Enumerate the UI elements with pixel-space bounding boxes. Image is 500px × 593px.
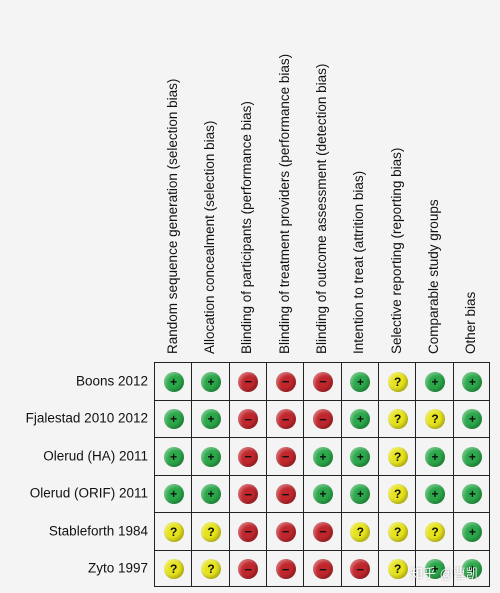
grid-line <box>155 437 489 438</box>
unclear-risk-icon: ? <box>387 446 408 467</box>
column-header: Blinding of outcome assessment (detectio… <box>314 63 329 354</box>
low-risk-icon: + <box>425 446 445 467</box>
low-risk-icon: + <box>462 446 483 467</box>
unclear-risk-icon: ? <box>387 409 408 430</box>
column-header: Selective reporting (reporting bias) <box>388 147 404 354</box>
low-risk-icon: + <box>350 409 371 430</box>
high-risk-icon: − <box>275 484 296 505</box>
low-risk-icon: + <box>462 371 483 392</box>
low-risk-icon: + <box>163 446 184 467</box>
study-label: Olerud (ORIF) 2011 <box>29 485 148 501</box>
high-risk-icon: − <box>238 559 259 580</box>
watermark: 知乎 @曹凯 <box>410 566 479 581</box>
unclear-risk-icon: ? <box>387 559 408 580</box>
high-risk-icon: − <box>238 446 259 467</box>
low-risk-icon: + <box>313 446 333 467</box>
low-risk-icon: + <box>425 371 445 392</box>
unclear-risk-icon: ? <box>163 559 184 580</box>
low-risk-icon: + <box>201 484 221 505</box>
column-header: Other bias <box>463 291 479 354</box>
unclear-risk-icon: ? <box>387 484 408 505</box>
low-risk-icon: + <box>350 371 371 392</box>
unclear-risk-icon: ? <box>387 371 408 392</box>
unclear-risk-icon: ? <box>163 521 184 542</box>
low-risk-icon: + <box>425 484 445 505</box>
high-risk-icon: − <box>313 559 333 580</box>
unclear-risk-icon: ? <box>350 521 371 542</box>
low-risk-icon: + <box>462 484 483 505</box>
unclear-risk-icon: ? <box>201 521 221 542</box>
low-risk-icon: + <box>350 484 371 505</box>
column-header: Comparable study groups <box>426 199 441 354</box>
high-risk-icon: − <box>313 409 333 430</box>
low-risk-icon: + <box>163 484 184 505</box>
high-risk-icon: − <box>238 371 259 392</box>
unclear-risk-icon: ? <box>201 559 221 580</box>
study-label: Stableforth 1984 <box>48 523 148 539</box>
low-risk-icon: + <box>163 409 184 430</box>
high-risk-icon: − <box>275 559 296 580</box>
low-risk-icon: + <box>462 409 483 430</box>
study-label: Zyto 1997 <box>87 560 148 576</box>
column-header: Random sequence generation (selection bi… <box>164 78 180 354</box>
low-risk-icon: + <box>425 559 445 580</box>
study-label: Boons 2012 <box>75 373 148 389</box>
high-risk-icon: − <box>275 371 296 392</box>
high-risk-icon: − <box>275 409 296 430</box>
low-risk-icon: + <box>350 446 371 467</box>
unclear-risk-icon: ? <box>425 409 445 430</box>
study-label: Olerud (HA) 2011 <box>43 448 148 464</box>
column-header: Blinding of participants (performance bi… <box>239 101 255 354</box>
column-header: Allocation concealment (selection bias) <box>202 120 217 354</box>
low-risk-icon: + <box>201 371 221 392</box>
low-risk-icon: + <box>163 371 184 392</box>
column-header: Intention to treat (attrition bias) <box>351 170 367 354</box>
high-risk-icon: − <box>238 409 259 430</box>
high-risk-icon: − <box>275 446 296 467</box>
column-header: Blinding of treatment providers (perform… <box>276 53 292 354</box>
high-risk-icon: − <box>275 521 296 542</box>
high-risk-icon: − <box>238 484 259 505</box>
high-risk-icon: − <box>238 521 259 542</box>
judgement-grid: + + − − − +? + + + + − − − +?? + + + − − + +? + + + + − − + +? + +?? − −… <box>154 362 490 587</box>
high-risk-icon: − <box>313 521 333 542</box>
low-risk-icon: + <box>462 521 483 542</box>
unclear-risk-icon: ? <box>387 521 408 542</box>
unclear-risk-icon: ? <box>425 521 445 542</box>
low-risk-icon: + <box>462 559 483 580</box>
grid-line <box>155 512 489 513</box>
grid-line <box>155 474 489 476</box>
grid-line <box>155 399 489 401</box>
low-risk-icon: + <box>201 446 221 467</box>
high-risk-icon: − <box>313 371 333 392</box>
column-headers: Random sequence generation (selection bi… <box>164 53 479 354</box>
study-label: Fjalestad 2010 2012 <box>25 410 148 426</box>
low-risk-icon: + <box>201 409 221 430</box>
grid-line <box>155 549 489 551</box>
high-risk-icon: − <box>350 559 371 580</box>
low-risk-icon: + <box>313 484 333 505</box>
